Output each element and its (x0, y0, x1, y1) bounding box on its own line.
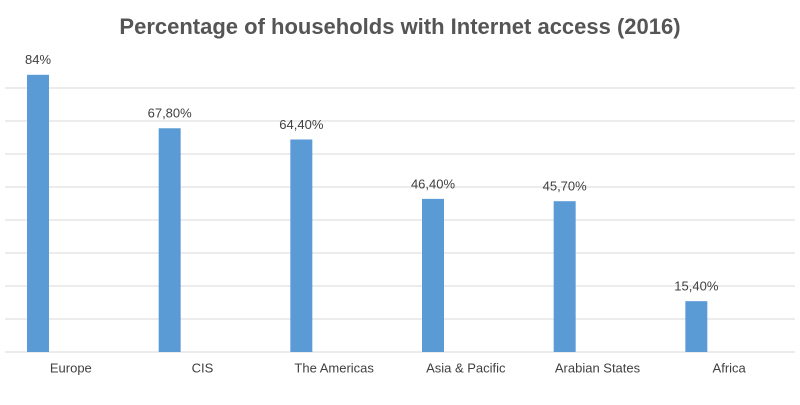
x-tick-label: Europe (50, 360, 92, 375)
value-label: 46,40% (411, 176, 456, 191)
value-label: 45,70% (543, 179, 588, 194)
bar (27, 74, 49, 353)
value-label: 84% (25, 52, 51, 67)
x-tick-label: Asia & Pacific (426, 360, 506, 375)
x-tick-label: Arabian States (555, 360, 641, 375)
bar (553, 201, 576, 352)
value-label: 15,40% (674, 279, 719, 294)
chart-title: Percentage of households with Internet a… (119, 14, 680, 39)
bar (685, 301, 708, 352)
x-tick-label: CIS (192, 360, 214, 375)
bar (158, 128, 181, 352)
value-label: 64,40% (279, 117, 324, 132)
x-tick-label: Africa (713, 360, 747, 375)
bar (422, 198, 444, 352)
x-tick-label: The Americas (294, 360, 374, 375)
bar (290, 139, 313, 352)
value-label: 67,80% (148, 106, 193, 121)
